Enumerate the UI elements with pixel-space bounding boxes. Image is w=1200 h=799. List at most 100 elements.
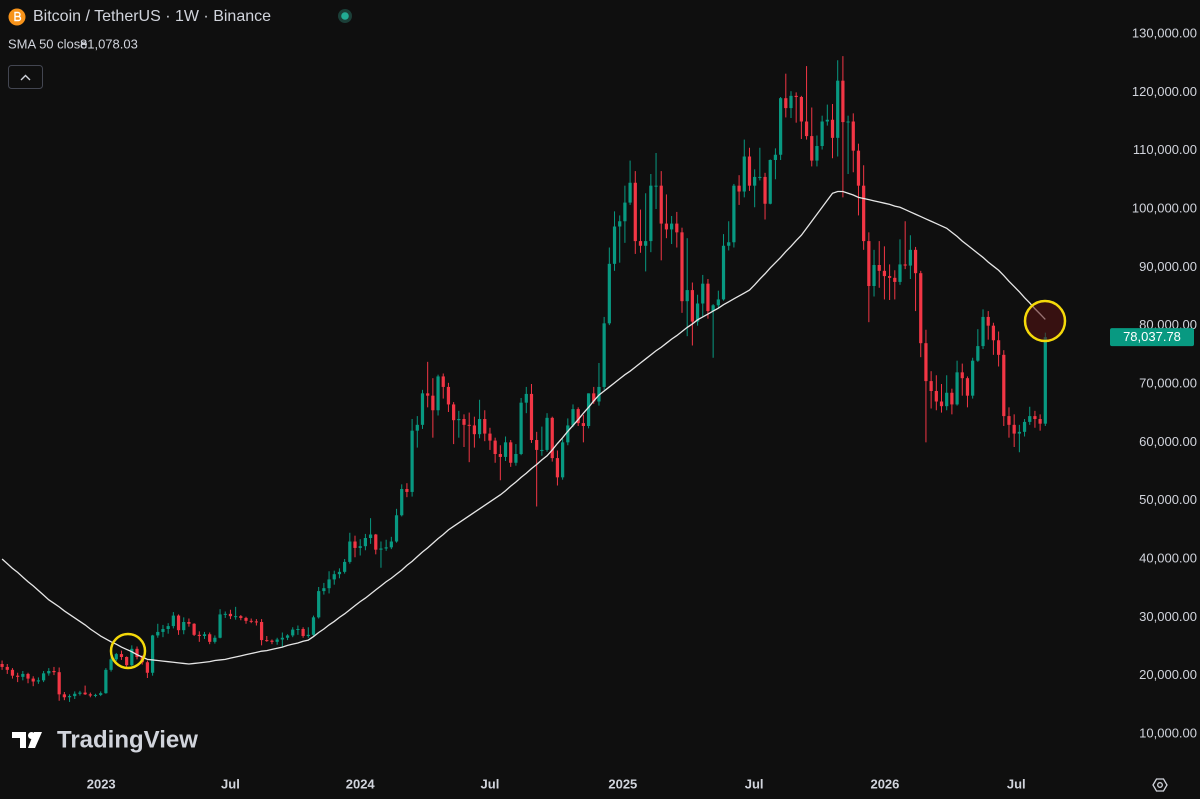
candle-body <box>991 325 996 341</box>
candle-body <box>618 221 622 227</box>
candle-body <box>794 95 798 98</box>
candle-body <box>830 119 835 138</box>
candle-body <box>265 640 269 642</box>
candle-body <box>498 454 502 457</box>
candle-body <box>67 696 72 698</box>
candle-body <box>228 613 233 617</box>
candle-body <box>368 534 373 539</box>
candle-body <box>670 223 674 230</box>
candle-body <box>415 424 419 431</box>
candle-body <box>426 393 430 396</box>
candle-body <box>306 634 310 637</box>
status-dot <box>341 12 349 20</box>
candle-body <box>26 673 30 679</box>
candle-body <box>317 591 321 618</box>
candle-body <box>810 136 814 161</box>
candle-body <box>550 417 554 459</box>
candle-body <box>503 442 508 457</box>
settings-button[interactable] <box>1152 778 1168 792</box>
candle-body <box>332 574 336 580</box>
candle-body <box>327 579 331 589</box>
candle-body <box>182 622 186 631</box>
collapse-button[interactable] <box>8 65 43 89</box>
candle-body <box>545 417 549 450</box>
candle-body <box>887 276 892 278</box>
candle-body <box>602 323 606 387</box>
candle-body <box>690 290 694 322</box>
candle-body <box>301 629 305 637</box>
candle-body <box>571 409 575 426</box>
x-tick-label: 2023 <box>87 776 116 791</box>
candle-body <box>109 659 113 670</box>
candle-body <box>47 671 51 674</box>
candle-body <box>244 617 248 621</box>
candle-body <box>971 360 975 396</box>
candle-body <box>566 425 570 443</box>
indicator-name: SMA 50 close <box>8 36 88 51</box>
candle-body <box>1033 416 1037 420</box>
candle-body <box>934 391 938 402</box>
candle-body <box>171 615 175 627</box>
candle-body <box>612 226 617 264</box>
x-tick-label: Jul <box>745 776 764 791</box>
candle-body <box>322 588 326 592</box>
y-tick-label: 40,000.00 <box>1139 550 1197 565</box>
candle-body <box>644 241 648 246</box>
candle-body <box>0 664 4 667</box>
candle-body <box>379 548 383 550</box>
candle-body <box>483 419 487 434</box>
candle-body <box>150 635 155 673</box>
candle-body <box>929 381 933 392</box>
candle-body <box>208 634 212 642</box>
candle-body <box>223 613 227 615</box>
candle-body <box>467 424 471 426</box>
x-tick-label: Jul <box>481 776 500 791</box>
coin-symbol <box>14 11 22 22</box>
candle-body <box>986 316 990 326</box>
candle-body <box>960 372 964 379</box>
candle-body <box>280 637 284 640</box>
candle-body <box>420 393 425 425</box>
candle-body <box>680 232 684 302</box>
candle-body <box>789 95 793 109</box>
candle-body <box>400 489 404 516</box>
candle-body <box>540 449 544 451</box>
candle-body <box>394 515 399 542</box>
candle-body <box>493 440 497 455</box>
candle-body <box>654 185 658 187</box>
candle-body <box>156 631 160 636</box>
plot <box>0 56 1047 702</box>
candle-body <box>1012 424 1016 434</box>
candle-body <box>524 393 528 403</box>
highlight-circle <box>109 632 147 670</box>
candle-body <box>529 393 534 441</box>
candle-body <box>291 629 295 636</box>
candle-body <box>270 640 274 642</box>
candle-body <box>581 423 585 427</box>
candle-body <box>311 617 316 635</box>
y-tick-label: 130,000.00 <box>1132 25 1197 40</box>
candle-body <box>716 299 720 306</box>
candle-body <box>867 241 871 287</box>
candle-body <box>768 160 772 204</box>
candle-body <box>727 242 731 246</box>
candle-body <box>145 662 150 673</box>
candle-body <box>1043 337 1047 424</box>
candle-body <box>21 673 25 677</box>
candle-body <box>374 534 378 550</box>
y-tick-label: 90,000.00 <box>1139 259 1197 274</box>
candle-body <box>649 185 653 242</box>
candle-body <box>166 626 170 630</box>
candle-body <box>586 393 591 427</box>
candle-body <box>125 657 129 666</box>
candle-body <box>457 419 461 421</box>
axes: 10,000.00 20,000.00 30,000.00 40,000.00 50,0… <box>87 25 1197 791</box>
y-tick-label: 10,000.00 <box>1139 725 1197 740</box>
candle-body <box>119 654 124 658</box>
candle-body <box>576 409 580 424</box>
candle-body <box>446 386 451 405</box>
candle-body <box>732 185 736 243</box>
candle-body <box>343 561 347 572</box>
y-tick-label: 110,000.00 <box>1133 142 1197 157</box>
candle-body <box>820 121 824 147</box>
